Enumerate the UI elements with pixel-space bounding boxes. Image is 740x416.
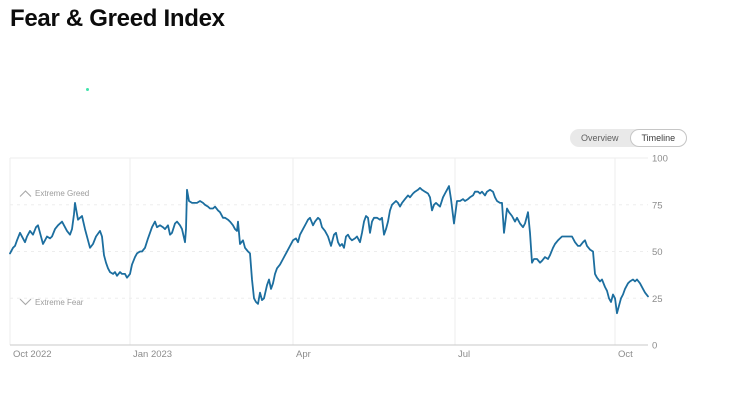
- chart-line: [9, 185, 649, 315]
- page-title: Fear & Greed Index: [10, 5, 225, 32]
- y-tick-label: 25: [652, 294, 663, 305]
- y-tick-label: 75: [652, 200, 663, 211]
- threshold-label: Extreme Greed: [35, 189, 89, 198]
- timeline-chart-svg[interactable]: Oct 2022 Jan 2023 Apr Jul Oct 100 75 50 25 0 Extre…: [0, 154, 740, 370]
- y-tick-label: 0: [652, 341, 657, 352]
- x-tick-label: Jul: [458, 349, 470, 360]
- tab-overview[interactable]: Overview: [570, 129, 630, 147]
- threshold-label: Extreme Fear: [35, 298, 84, 307]
- view-toggle: Overview Timeline: [570, 129, 688, 147]
- x-tick-label: Jan 2023: [133, 349, 172, 360]
- x-tick-label: Oct 2022: [13, 349, 52, 360]
- fear-greed-timeline-chart[interactable]: Oct 2022 Jan 2023 Apr Jul Oct 100 75 50 25 0 Extre…: [0, 154, 740, 370]
- y-tick-label: 50: [652, 247, 663, 258]
- x-tick-label: Oct: [618, 349, 633, 360]
- chevron-down-icon: [19, 298, 32, 306]
- chevron-up-icon: [19, 190, 32, 197]
- tab-timeline[interactable]: Timeline: [629, 129, 688, 147]
- x-tick-label: Apr: [296, 349, 311, 360]
- y-tick-label: 100: [652, 155, 668, 165]
- stray-indicator-dot: [86, 88, 89, 91]
